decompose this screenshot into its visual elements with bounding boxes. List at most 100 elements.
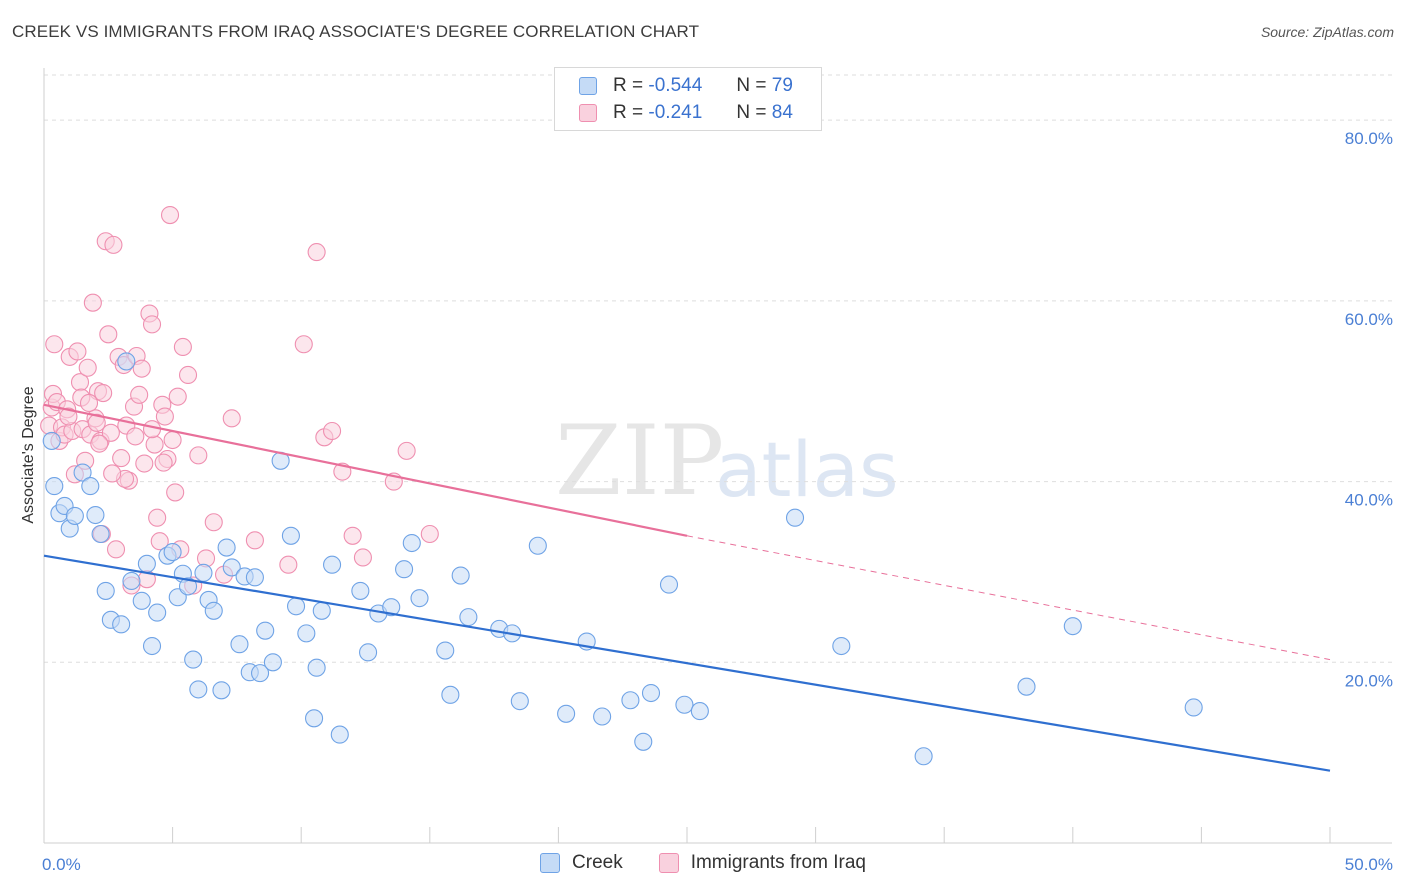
creek-point xyxy=(194,563,213,582)
creek-point xyxy=(42,431,61,450)
creek-point xyxy=(230,635,249,654)
stats-legend: R = -0.544 N = 79 R = -0.241 N = 84 xyxy=(554,67,822,131)
bottom-legend-iraq[interactable]: Immigrants from Iraq xyxy=(658,852,866,874)
iraq-trend-line xyxy=(43,403,688,537)
creek-point xyxy=(634,732,653,751)
legend-r-label: R = xyxy=(613,75,644,96)
creek-point xyxy=(441,685,460,704)
creek-point xyxy=(436,641,455,660)
legend-r-value: -0.544 xyxy=(648,75,703,96)
y-tick-label: 80.0% xyxy=(1345,129,1393,148)
iraq-point xyxy=(353,548,372,567)
creek-point xyxy=(410,589,429,608)
x-tick-label: 0.0% xyxy=(42,855,81,874)
y-tick-label: 60.0% xyxy=(1345,310,1393,329)
creek-point xyxy=(86,505,105,525)
y-axis-label: Associate's Degree xyxy=(20,386,37,523)
iraq-point xyxy=(112,449,131,468)
trend-lines xyxy=(43,403,1331,772)
iraq-point xyxy=(132,359,151,378)
creek-point xyxy=(263,653,282,672)
iraq-point xyxy=(106,540,126,559)
iraq-point xyxy=(189,446,208,465)
tick-labels: 20.0% 40.0% 60.0% 80.0% 0.0% 50.0% xyxy=(42,129,1393,874)
iraq-point xyxy=(204,513,223,532)
creek-point xyxy=(557,704,576,723)
creek-point xyxy=(81,477,100,496)
iraq-point xyxy=(160,205,180,225)
creek-point xyxy=(178,577,198,596)
bottom-legend-swatch-iraq xyxy=(658,853,679,873)
iraq-point xyxy=(103,464,122,483)
legend-n-value: 84 xyxy=(771,102,793,123)
legend-n-label: N = xyxy=(736,75,767,96)
creek-point xyxy=(785,508,805,527)
creek-point xyxy=(297,624,316,643)
iraq-point xyxy=(78,358,97,377)
bottom-legend: Creek Immigrants from Iraq xyxy=(0,852,1406,874)
iraq-point xyxy=(142,315,162,334)
iraq-point xyxy=(79,393,99,413)
creek-point xyxy=(832,636,851,656)
legend-r-label: R = xyxy=(613,102,644,123)
creek-point xyxy=(142,636,162,656)
creek-point xyxy=(305,709,324,728)
creek-point xyxy=(312,601,331,620)
iraq-point xyxy=(155,407,174,426)
creek-point xyxy=(163,543,182,562)
iraq-point xyxy=(148,508,167,527)
chart-title: CREEK VS IMMIGRANTS FROM IRAQ ASSOCIATE'… xyxy=(12,22,700,41)
creek-point xyxy=(593,707,612,726)
bottom-legend-creek[interactable]: Creek xyxy=(540,852,623,874)
creek-point xyxy=(402,533,421,553)
iraq-point xyxy=(142,420,162,439)
creek-point xyxy=(132,591,151,610)
creek-point xyxy=(351,581,370,600)
creek-point xyxy=(91,524,110,544)
iraq-point xyxy=(173,337,192,357)
creek-point xyxy=(1184,698,1203,717)
creek-point xyxy=(204,601,223,620)
legend-swatch-creek xyxy=(579,77,597,95)
creek-point xyxy=(117,352,136,371)
creek-point xyxy=(122,571,141,591)
iraq-point xyxy=(101,423,120,442)
iraq-point xyxy=(420,524,439,544)
y-tick-label: 40.0% xyxy=(1345,491,1393,510)
iraq-point xyxy=(68,342,87,361)
iraq-point xyxy=(126,427,145,446)
iraq-point xyxy=(59,407,78,426)
iraq-point xyxy=(163,430,182,450)
creek-point xyxy=(675,695,694,714)
iraq-point xyxy=(279,555,298,574)
legend-n-label: N = xyxy=(736,102,767,123)
creek-point xyxy=(96,581,115,600)
creek-point xyxy=(459,608,478,627)
iraq-point xyxy=(294,335,313,354)
iraq-point xyxy=(178,365,198,385)
iraq-point xyxy=(154,453,173,472)
bottom-legend-label-iraq: Immigrants from Iraq xyxy=(690,852,866,873)
iraq-point xyxy=(99,325,118,344)
creek-point xyxy=(189,680,208,699)
creek-point xyxy=(1063,617,1082,636)
creek-point xyxy=(307,658,326,677)
iraq-point xyxy=(94,383,113,403)
creek-point xyxy=(382,598,401,617)
creek-point xyxy=(245,568,264,587)
creek-point xyxy=(65,506,84,525)
iraq-point xyxy=(135,454,154,473)
creek-point xyxy=(217,538,236,557)
iraq-point xyxy=(222,409,241,428)
series-creek-points xyxy=(42,352,1203,766)
source-label: Source: ZipAtlas.com xyxy=(1260,24,1394,40)
bottom-legend-label-creek: Creek xyxy=(572,852,623,873)
iraq-point xyxy=(87,413,106,432)
creek-point xyxy=(1017,677,1036,696)
creek-point xyxy=(914,747,933,766)
creek-point xyxy=(45,477,64,496)
iraq-point xyxy=(397,441,416,460)
creek-trend-line xyxy=(43,554,1331,772)
iraq-point xyxy=(145,435,164,454)
